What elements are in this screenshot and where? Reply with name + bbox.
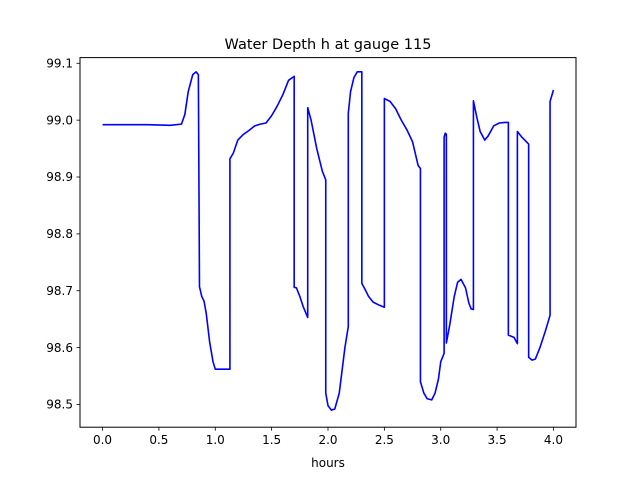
y-tick-label: 99.0 <box>46 113 73 127</box>
y-tick-label: 98.6 <box>46 341 73 355</box>
x-tick-label: 2.5 <box>375 433 394 447</box>
water-depth-line <box>102 71 555 411</box>
plot-area <box>80 57 576 428</box>
y-tick-label: 98.8 <box>46 227 73 241</box>
axis-ticks: 0.0 0.5 1.0 1.5 2.0 2.5 3.0 3.5 4.0 98.5 98.6 98.7 9… <box>46 56 563 447</box>
x-tick-label: 2.0 <box>318 433 337 447</box>
y-tick-label: 98.7 <box>46 284 73 298</box>
x-tick-label: 3.5 <box>488 433 507 447</box>
y-tick-label: 98.9 <box>46 170 73 184</box>
y-tick-label: 99.1 <box>46 56 73 70</box>
x-tick-label: 4.0 <box>544 433 563 447</box>
plot-frame <box>79 57 577 428</box>
y-tick-label: 98.5 <box>46 398 73 412</box>
x-tick-label: 0.5 <box>149 433 168 447</box>
x-axis-label: hours <box>311 456 345 470</box>
x-tick-label: 1.5 <box>262 433 281 447</box>
chart-title: Water Depth h at gauge 115 <box>225 37 432 53</box>
x-tick-label: 0.0 <box>93 433 112 447</box>
x-tick-label: 1.0 <box>206 433 225 447</box>
x-tick-label: 3.0 <box>431 433 450 447</box>
